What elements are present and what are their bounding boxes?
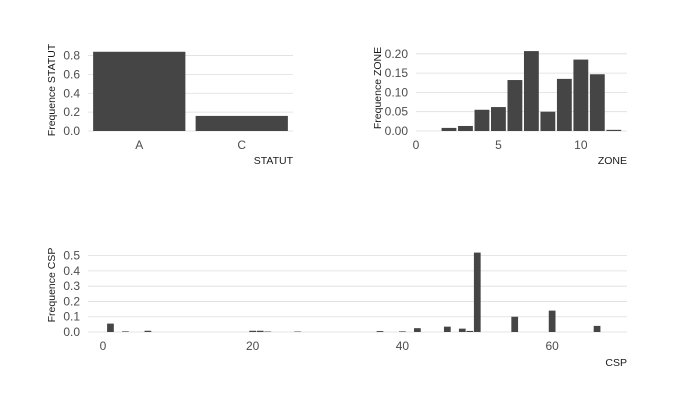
panel-zone: 0.00 0.05 0.10 0.15 0.20 0 5 10 ZONE Frequence… [372,47,627,167]
zone-bar [589,74,605,131]
csp-bar [144,330,152,332]
statut-bar-a [93,51,186,131]
zone-x-tick-label: 5 [495,138,502,152]
statut-y-tick-label: 0.8 [63,49,80,63]
zone-bar [540,111,556,131]
csp-x-tick-label: 20 [246,339,260,353]
csp-bar [593,325,601,332]
csp-bars [107,252,601,332]
csp-y-tick-label: 0.4 [63,264,80,278]
zone-x-tick-label: 10 [574,138,588,152]
csp-bar [466,330,474,332]
csp-y-tick-label: 0.5 [63,249,80,263]
csp-bar [458,328,466,332]
csp-y-tick-label: 0.3 [63,279,80,293]
zone-y-tick-label: 0.15 [385,66,409,80]
statut-y-tick-label: 0.2 [63,105,80,119]
zone-x-axis-title: ZONE [598,155,627,167]
csp-x-axis-title: CSP [605,357,627,369]
zone-bars [441,51,622,132]
csp-x-ticks: 0 20 40 60 [100,339,560,353]
csp-bar [122,331,129,332]
csp-bar [473,252,481,332]
csp-bar [107,323,114,332]
statut-bars [93,51,288,131]
csp-bar [376,331,384,332]
statut-y-tick-label: 0.4 [63,86,80,100]
csp-bar [414,328,421,332]
csp-y-tick-label: 0.1 [63,310,80,324]
zone-bar [474,109,490,131]
csp-bar [249,330,257,332]
csp-gridlines [88,255,627,333]
zone-y-tick-label: 0.20 [385,47,409,61]
csp-y-tick-label: 0.0 [63,325,80,339]
zone-bar [441,127,457,131]
panel-csp: 0.00.1 0.20.30.40.5 0 20 40 60 CSP Frequence… [46,248,627,369]
csp-x-tick-label: 60 [545,339,559,353]
csp-y-axis-title: Frequence CSP [46,248,58,323]
csp-bar [399,331,406,332]
csp-y-tick-label: 0.2 [63,294,80,308]
zone-bar [491,107,506,131]
zone-y-tick-label: 0.10 [385,85,409,99]
zone-x-ticks: 0 5 10 [413,138,588,152]
zone-y-ticks: 0.00 0.05 0.10 0.15 0.20 [385,47,409,138]
zone-y-axis-title: Frequence ZONE [372,47,384,129]
zone-bar [523,51,539,131]
zone-bar [606,129,622,131]
statut-bar-c [195,115,288,131]
statut-y-ticks: 0.0 0.2 0.4 0.6 0.8 [63,49,80,138]
statut-x-axis-title: STATUT [254,155,294,167]
csp-bar [548,310,556,332]
csp-y-ticks: 0.00.1 0.20.30.40.5 [63,249,80,339]
zone-bar [458,125,473,131]
statut-y-axis-title: Frequence STATUT [46,43,58,136]
csp-x-tick-label: 40 [396,339,410,353]
csp-x-tick-label: 0 [100,339,107,353]
csp-bar [443,326,451,332]
zone-bar [573,59,589,132]
zone-bar [507,80,523,131]
csp-bar [511,316,519,332]
statut-x-tick-label: A [135,138,143,152]
statut-x-tick-label: C [237,138,246,152]
zone-y-tick-label: 0.05 [385,105,409,119]
csp-bar [256,330,264,332]
statut-y-tick-label: 0.0 [63,124,80,138]
statut-y-tick-label: 0.6 [63,67,80,81]
zone-y-tick-label: 0.00 [385,124,409,138]
zone-bar [556,78,572,131]
zone-x-tick-label: 0 [413,138,420,152]
